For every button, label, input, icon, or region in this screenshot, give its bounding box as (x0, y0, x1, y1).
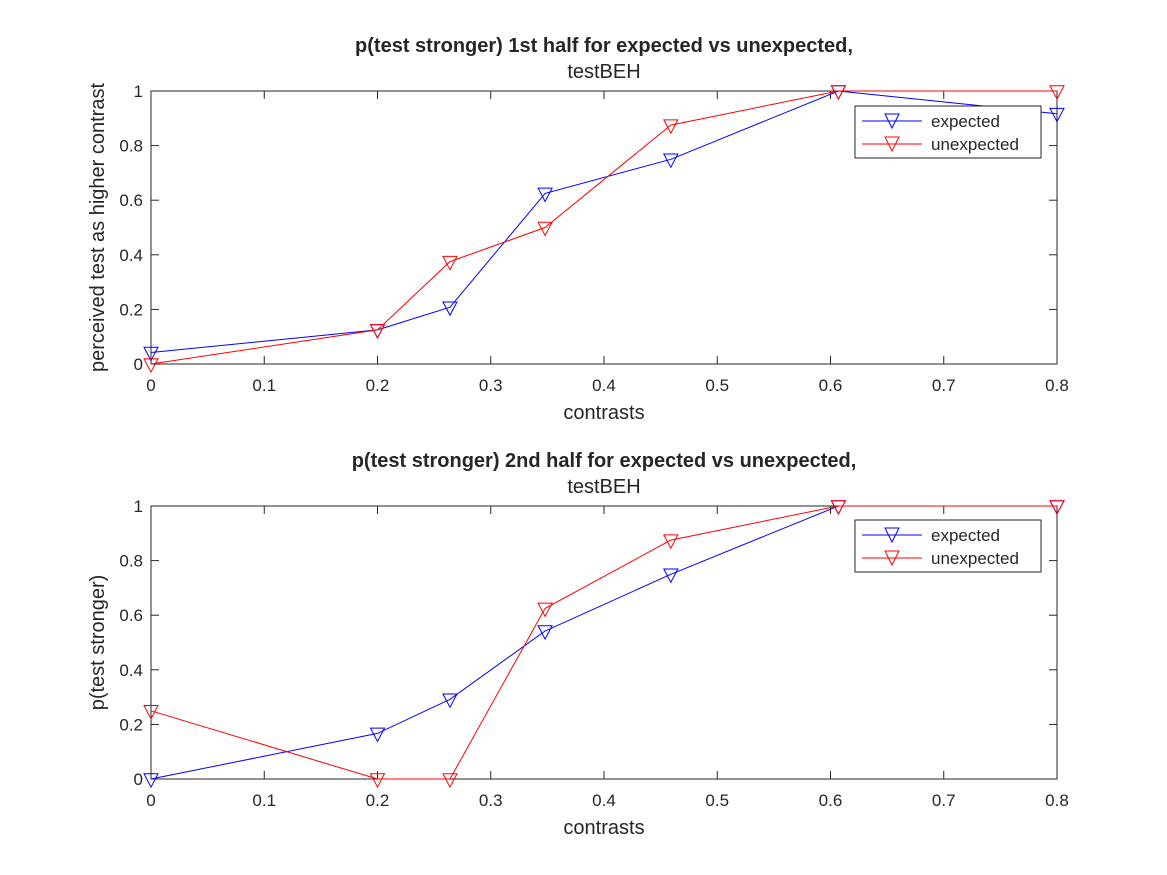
legend-label-expected: expected (931, 112, 1000, 131)
y-tick-label: 0 (134, 355, 143, 374)
y-tick-label: 0.2 (119, 300, 143, 319)
data-point-unexpected (1049, 500, 1065, 516)
y-tick-label: 0.6 (119, 606, 143, 625)
series-layer (143, 500, 1065, 789)
data-point-expected (442, 301, 458, 317)
x-axis-ticks: 0 0.1 0.2 0.3 0.4 0.5 0.6 0.7 0.8 (146, 506, 1069, 810)
legend-box (854, 519, 1042, 573)
data-point-unexpected (369, 773, 386, 789)
data-point-unexpected (143, 358, 159, 374)
y-tick-label: 1 (134, 497, 143, 516)
data-point-unexpected (830, 500, 847, 516)
x-tick-label: 0.1 (252, 376, 276, 395)
series-line-unexpected (150, 90, 1057, 365)
chart-subtitle: testBEH (567, 61, 640, 83)
chart-subtitle: testBEH (567, 476, 640, 498)
data-point-expected (537, 187, 553, 203)
y-axis-label: p(test stronger) (87, 575, 109, 711)
subplot-1st-half: p(test stronger) 1st half for expected v… (87, 35, 1069, 424)
y-axis-label: perceived test as higher contrast (87, 83, 109, 372)
x-axis-ticks: 0 0.1 0.2 0.3 0.4 0.5 0.6 0.7 0.8 (146, 91, 1069, 395)
legend: expected unexpected (854, 105, 1042, 159)
data-point-unexpected (1049, 85, 1065, 101)
x-tick-label: 0.4 (592, 376, 616, 395)
legend-box (854, 105, 1042, 159)
y-axis-ticks: 0 0.2 0.4 0.6 0.8 1 (119, 497, 1057, 789)
data-point-unexpected (369, 324, 386, 339)
data-point-expected (143, 773, 159, 789)
data-point-unexpected (442, 773, 458, 789)
x-tick-label: 0.2 (366, 791, 390, 810)
x-tick-label: 0.6 (819, 791, 843, 810)
data-point-unexpected (537, 221, 553, 237)
legend-marker-unexpected (884, 550, 900, 567)
y-tick-label: 0.2 (119, 715, 143, 734)
x-axis-label: contrasts (563, 402, 644, 424)
data-point-expected (662, 568, 679, 584)
subplot-2nd-half: p(test stronger) 2nd half for expected v… (87, 450, 1069, 839)
legend-label-unexpected: unexpected (931, 549, 1019, 568)
data-point-expected (369, 727, 386, 743)
chart-title: p(test stronger) 2nd half for expected v… (352, 450, 857, 472)
series-layer (143, 85, 1065, 374)
legend-marker-expected (884, 113, 900, 130)
y-tick-label: 0 (134, 770, 143, 789)
y-tick-label: 0.4 (119, 661, 143, 680)
legend: expected unexpected (854, 519, 1042, 573)
data-point-unexpected (143, 705, 159, 720)
data-point-expected (1049, 107, 1065, 123)
series-line-unexpected (150, 505, 1057, 780)
legend-marker-expected (884, 527, 900, 544)
data-point-unexpected (662, 534, 679, 550)
y-tick-label: 1 (134, 82, 143, 101)
data-point-expected (537, 625, 553, 641)
legend-marker-unexpected (884, 136, 900, 153)
x-tick-label: 0 (146, 376, 155, 395)
x-tick-label: 0.3 (479, 791, 503, 810)
data-point-unexpected (830, 85, 847, 101)
data-point-expected (662, 153, 679, 169)
x-tick-label: 0.1 (252, 791, 276, 810)
x-tick-label: 0.7 (932, 376, 956, 395)
x-tick-label: 0.4 (592, 791, 616, 810)
data-point-unexpected (662, 119, 679, 135)
data-point-unexpected (537, 602, 553, 618)
y-tick-label: 0.8 (119, 137, 143, 156)
x-tick-label: 0.8 (1045, 376, 1069, 395)
x-tick-label: 0.5 (705, 376, 729, 395)
chart-title: p(test stronger) 1st half for expected v… (355, 35, 853, 57)
x-axis-label: contrasts (563, 817, 644, 839)
data-point-unexpected (442, 255, 458, 271)
x-tick-label: 0 (146, 791, 155, 810)
x-tick-label: 0.2 (366, 376, 390, 395)
y-tick-label: 0.4 (119, 246, 143, 265)
y-tick-label: 0.6 (119, 191, 143, 210)
y-tick-label: 0.8 (119, 552, 143, 571)
legend-label-expected: expected (931, 526, 1000, 545)
legend-label-unexpected: unexpected (931, 135, 1019, 154)
data-point-expected (442, 693, 458, 709)
x-tick-label: 0.6 (819, 376, 843, 395)
data-point-expected (143, 346, 159, 362)
x-tick-label: 0.5 (705, 791, 729, 810)
x-tick-label: 0.3 (479, 376, 503, 395)
x-tick-label: 0.7 (932, 791, 956, 810)
x-tick-label: 0.8 (1045, 791, 1069, 810)
y-axis-ticks: 0 0.2 0.4 0.6 0.8 1 (119, 82, 1057, 374)
